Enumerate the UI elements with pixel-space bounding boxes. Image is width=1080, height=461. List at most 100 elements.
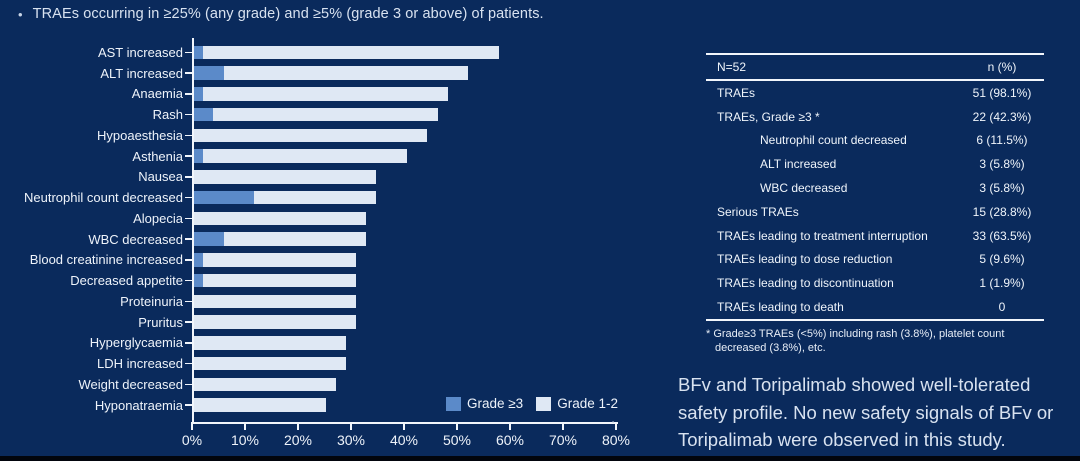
stray-period: . [611, 410, 616, 427]
table-row: TRAEs leading to dose reduction 5 (9.6%) [706, 248, 1044, 272]
category-tick [185, 134, 192, 136]
x-tick-label: 20% [283, 432, 313, 448]
legend: Grade ≥3 Grade 1-2 [437, 396, 618, 411]
bottom-letterbox-strip [0, 456, 1080, 461]
category-label: Hyponatraemia [94, 397, 183, 413]
category-tick [185, 113, 192, 116]
x-tick-label: 70% [548, 432, 578, 448]
category-tick [185, 300, 192, 303]
bar-segment-grade12 [203, 253, 357, 267]
summary-text: BFv and Toripalimab showed well-tolerate… [678, 374, 1054, 450]
x-tick-label: 30% [336, 432, 366, 448]
x-tick-label: 0% [181, 432, 203, 448]
category-tick [185, 155, 192, 157]
table-rows: TRAEs 51 (98.1%) TRAEs, Grade ≥3 * 22 (42.3… [706, 81, 1044, 321]
x-tick [509, 422, 511, 430]
bar-segment-grade12 [203, 87, 448, 101]
table-header: N=52 n (%) [706, 55, 1044, 81]
category-tick [185, 51, 192, 53]
slide-title: TRAEs occurring in ≥25% (any grade) and … [32, 6, 544, 22]
trae-table: N=52 n (%) TRAEs 51 (98.1%) TRAEs, Grade ≥… [706, 53, 1044, 356]
category-tick [185, 217, 192, 220]
x-tick [297, 422, 299, 430]
bar-segment-grade3 [193, 149, 204, 163]
category-tick [185, 259, 192, 261]
x-tick [244, 422, 246, 430]
row-label: TRAEs [717, 85, 756, 100]
bar-segment-grade3 [193, 190, 254, 205]
category-label: Decreased appetite [70, 273, 183, 289]
row-value: 22 (42.3%) [972, 109, 1032, 124]
bar-segment-grade3 [193, 45, 204, 59]
category-label: Alopecia [133, 210, 183, 226]
category-label: Pruritus [138, 314, 183, 330]
category-tick [185, 176, 192, 178]
row-value: 5 (9.6%) [979, 252, 1025, 267]
bar-segment-grade12 [193, 294, 357, 309]
bar-segment-grade12 [223, 66, 468, 80]
bar-segment-grade12 [193, 170, 377, 184]
bar-segment-grade3 [193, 253, 204, 267]
category-tick [185, 279, 192, 282]
category-tick [185, 362, 192, 365]
x-tick-label: 10% [230, 432, 260, 448]
bar-segment-grade12 [193, 128, 428, 142]
category-label: AST increased [97, 44, 183, 60]
trae-chart: AST increased ALT increased Anaemia Rash Hyp… [24, 38, 630, 448]
bar-segment-grade3 [193, 232, 224, 246]
table-row: TRAEs leading to treatment interruption 3… [706, 224, 1044, 248]
category-tick [185, 196, 192, 199]
category-label: Nausea [138, 169, 183, 185]
row-label: TRAEs leading to death [717, 300, 844, 315]
row-label: TRAEs, Grade ≥3 * [717, 109, 820, 124]
legend-item-grade12: Grade 1-2 [536, 396, 618, 411]
bar-segment-grade12 [193, 211, 367, 226]
bar-segment-grade12 [253, 190, 377, 205]
table-footnote: * Grade≥3 TRAEs (<5%) including rash (3.… [706, 327, 1005, 355]
category-tick [185, 383, 192, 386]
bar-segment-grade12 [193, 377, 336, 392]
bullet-icon: • [18, 7, 23, 22]
x-tick [456, 422, 458, 430]
row-label: TRAEs leading to treatment interruption [717, 228, 928, 243]
table-row: WBC decreased 3 (5.8%) [706, 176, 1044, 200]
category-tick [185, 404, 192, 406]
category-tick [185, 72, 192, 74]
x-tick [615, 422, 617, 430]
bar-segment-grade12 [203, 45, 499, 59]
table-row: ALT increased 3 (5.8%) [706, 152, 1044, 176]
row-label: ALT increased [760, 157, 837, 172]
x-tick [562, 422, 564, 430]
slide-title-row: • TRAEs occurring in ≥25% (any grade) an… [18, 6, 544, 22]
category-label: WBC decreased [88, 231, 183, 247]
bar-segment-grade3 [193, 87, 204, 101]
chart-layer: AST increased ALT increased Anaemia Rash Hyp… [24, 38, 630, 448]
row-label: TRAEs leading to dose reduction [717, 252, 893, 267]
table-row: TRAEs, Grade ≥3 * 22 (42.3%) [706, 105, 1044, 129]
category-label: Hyperglycaemia [89, 335, 183, 351]
bar-segment-grade3 [193, 66, 224, 80]
table-row: TRAEs leading to death 0 [706, 295, 1044, 319]
row-value: 6 (11.5%) [976, 133, 1028, 148]
x-tick [350, 422, 352, 430]
table-row: Serious TRAEs 15 (28.8%) [706, 200, 1044, 224]
row-label: Serious TRAEs [717, 204, 799, 219]
legend-item-grade3: Grade ≥3 [446, 396, 523, 411]
bar-segment-grade12 [193, 398, 326, 412]
category-label: ALT increased [100, 65, 183, 81]
x-tick-label: 60% [495, 432, 525, 448]
row-value: 15 (28.8%) [972, 204, 1032, 219]
x-tick-label: 50% [442, 432, 472, 448]
bar-segment-grade12 [203, 149, 408, 163]
category-tick [185, 93, 192, 95]
row-value: 3 (5.8%) [979, 181, 1025, 196]
bar-segment-grade12 [223, 232, 367, 246]
y-axis-line [192, 38, 194, 423]
category-tick [185, 342, 192, 344]
x-tick [403, 422, 405, 430]
category-label: Neutrophil count decreased [24, 190, 183, 206]
x-tick [191, 422, 193, 430]
row-label: Neutrophil count decreased [760, 133, 907, 148]
bar-segment-grade3 [193, 107, 214, 122]
